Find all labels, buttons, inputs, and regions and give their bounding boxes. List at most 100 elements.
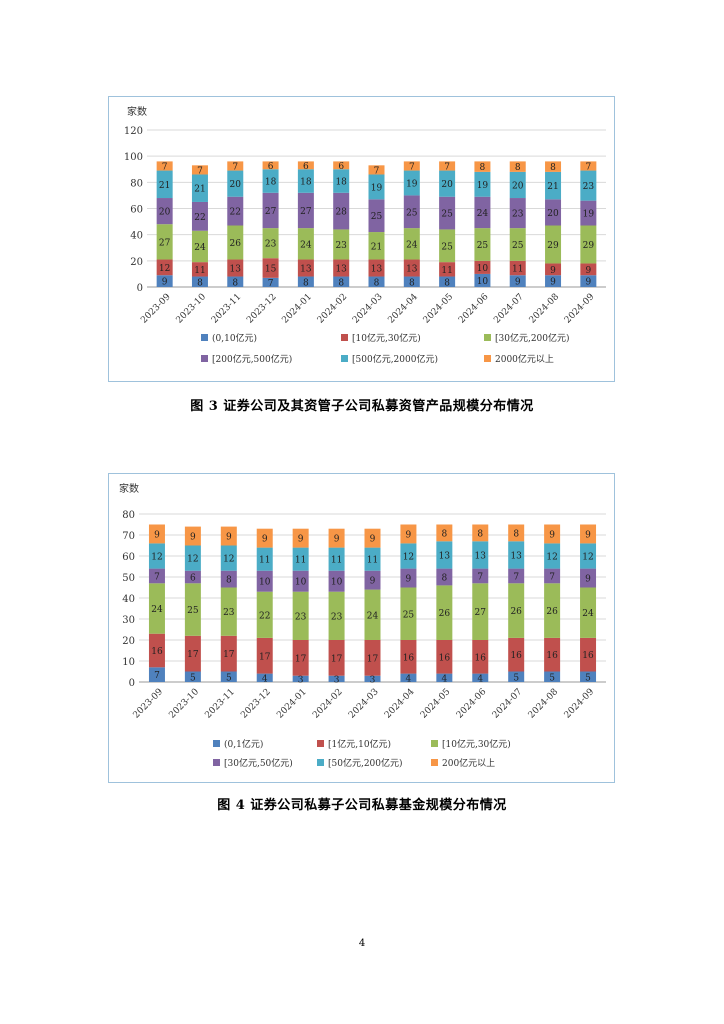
data-label: 3 bbox=[298, 675, 304, 685]
x-tick-label: 2024-04 bbox=[383, 687, 417, 721]
data-label: 26 bbox=[510, 607, 522, 617]
bar-segment bbox=[184, 545, 201, 571]
data-label: 9 bbox=[585, 575, 591, 585]
bar-segment bbox=[474, 228, 491, 261]
data-label: 13 bbox=[371, 265, 383, 275]
bar-segment bbox=[328, 591, 345, 640]
bar-segment bbox=[580, 200, 597, 226]
data-label: 13 bbox=[439, 551, 451, 561]
data-label: 16 bbox=[439, 653, 451, 663]
data-label: 11 bbox=[194, 266, 205, 276]
data-label: 13 bbox=[475, 551, 487, 561]
data-label: 7 bbox=[444, 162, 450, 172]
data-label: 25 bbox=[477, 241, 489, 251]
bar-segment bbox=[509, 275, 526, 287]
bar-segment bbox=[297, 259, 314, 277]
data-label: 8 bbox=[303, 278, 309, 288]
data-label: 9 bbox=[585, 266, 591, 276]
bar-segment bbox=[184, 635, 201, 672]
x-tick-label: 2024-06 bbox=[455, 687, 489, 721]
legend-label: [10亿元,30亿元) bbox=[352, 332, 421, 344]
legend-label: [1亿元,10亿元) bbox=[328, 738, 391, 750]
x-tick-label: 2024-07 bbox=[491, 687, 525, 721]
legend-label: [30亿元,200亿元) bbox=[495, 332, 570, 344]
data-label: 23 bbox=[583, 182, 595, 192]
bar-segment bbox=[156, 224, 173, 260]
data-label: 24 bbox=[477, 209, 489, 219]
data-label: 25 bbox=[441, 210, 453, 220]
legend-swatch bbox=[317, 759, 324, 766]
bar-segment bbox=[474, 161, 491, 172]
bar-segment bbox=[403, 228, 420, 260]
data-label: 24 bbox=[582, 609, 594, 619]
bar-segment bbox=[509, 171, 526, 199]
data-label: 11 bbox=[331, 556, 342, 566]
data-label: 13 bbox=[230, 265, 242, 275]
data-label: 24 bbox=[406, 240, 418, 250]
bar-segment bbox=[220, 570, 237, 588]
data-label: 25 bbox=[403, 610, 415, 620]
bar-segment bbox=[580, 275, 597, 287]
data-label: 8 bbox=[197, 278, 203, 288]
data-label: 8 bbox=[477, 529, 483, 539]
data-label: 17 bbox=[187, 650, 199, 660]
data-label: 21 bbox=[547, 182, 558, 192]
bar-segment bbox=[403, 161, 420, 171]
bar-segment bbox=[580, 671, 597, 682]
bar-segment bbox=[333, 161, 350, 170]
bar-segment bbox=[184, 526, 201, 546]
data-label: 11 bbox=[295, 556, 306, 566]
bar-segment bbox=[297, 228, 314, 260]
bar-segment bbox=[148, 568, 165, 584]
bar-segment bbox=[148, 543, 165, 569]
bar-segment bbox=[156, 170, 173, 199]
y-tick-label: 20 bbox=[122, 636, 135, 647]
bar-segment bbox=[508, 541, 525, 569]
bar-segment bbox=[436, 640, 453, 674]
data-label: 22 bbox=[194, 213, 205, 223]
bar-segment bbox=[580, 524, 597, 544]
data-label: 16 bbox=[403, 653, 415, 663]
bar-segment bbox=[292, 640, 309, 676]
bar-segment bbox=[439, 229, 456, 263]
bar-segment bbox=[256, 570, 273, 592]
x-tick-label: 2024-02 bbox=[316, 292, 350, 326]
bar-segment bbox=[474, 196, 491, 229]
data-label: 7 bbox=[374, 166, 380, 176]
legend-label: [500亿元,2000亿元) bbox=[352, 353, 438, 365]
bar-segment bbox=[436, 568, 453, 586]
bar-segment bbox=[580, 568, 597, 588]
data-label: 17 bbox=[331, 654, 343, 664]
bar-segment bbox=[184, 671, 201, 682]
bar-segment bbox=[292, 547, 309, 571]
bar-segment bbox=[508, 671, 525, 682]
bar-segment bbox=[262, 169, 279, 193]
bar-segment bbox=[509, 260, 526, 276]
x-tick-label: 2023-11 bbox=[210, 292, 244, 326]
x-tick-label: 2024-08 bbox=[528, 292, 562, 326]
bar-segment bbox=[439, 170, 456, 197]
bar-segment bbox=[545, 199, 562, 226]
legend-label: 2000亿元以上 bbox=[495, 353, 554, 365]
figure-4-caption: 图 4 证券公司私募子公司私募基金规模分布情况 bbox=[217, 798, 507, 813]
bar-segment bbox=[148, 524, 165, 544]
data-label: 10 bbox=[477, 264, 489, 274]
bar-segment bbox=[297, 192, 314, 229]
data-label: 7 bbox=[513, 572, 519, 582]
bar-segment bbox=[262, 258, 279, 278]
legend-label: [50亿元,200亿元) bbox=[328, 757, 403, 769]
bar-segment bbox=[368, 232, 385, 260]
bar-segment bbox=[364, 589, 381, 640]
data-label: 17 bbox=[367, 654, 379, 664]
bar-segment bbox=[191, 262, 208, 277]
bar-segment bbox=[364, 547, 381, 571]
legend-label: [200亿元,500亿元) bbox=[212, 353, 292, 365]
bar-segment bbox=[333, 259, 350, 277]
bar-segment bbox=[472, 640, 489, 674]
data-label: 8 bbox=[444, 278, 450, 288]
bar-segment bbox=[545, 263, 562, 276]
bar-segment bbox=[297, 161, 314, 170]
x-tick-label: 2024-06 bbox=[457, 292, 491, 326]
bar-segment bbox=[156, 259, 173, 276]
y-tick-label: 120 bbox=[124, 126, 143, 137]
